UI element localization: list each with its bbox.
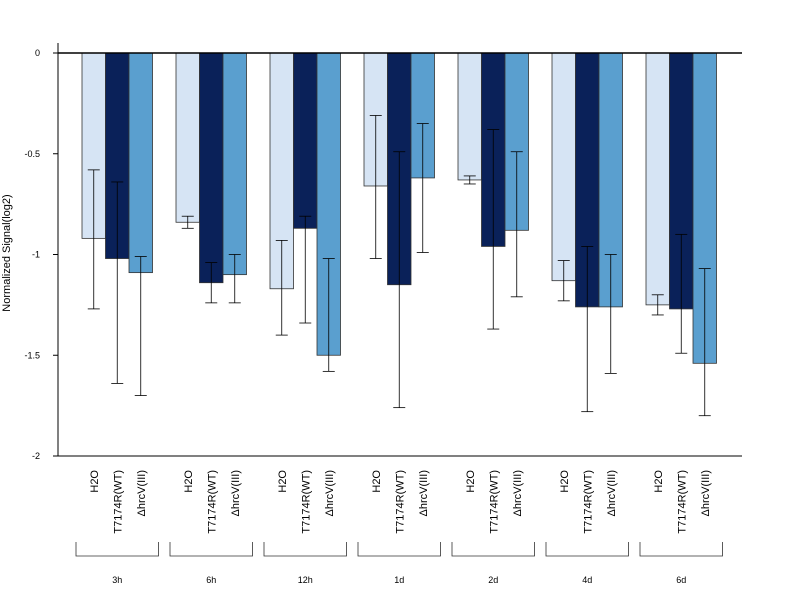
group-bracket <box>639 542 723 557</box>
y-axis-label: Normalized Signal(log2) <box>1 194 13 311</box>
group-bracket <box>451 542 535 557</box>
group-label: 12h <box>298 575 313 585</box>
bar-label: H2O <box>89 470 101 493</box>
bar-label: ΔhrcV(III) <box>512 470 524 516</box>
group-bracket <box>169 542 253 557</box>
bar <box>457 52 482 181</box>
x-axis: H2O T7174R(WT) ΔhrcV(III) 3h H2O T7174R(WT) Δh… <box>58 455 742 585</box>
bar-label: T7174R(WT) <box>676 470 688 534</box>
bar-label: H2O <box>559 470 571 493</box>
bar-label: H2O <box>371 470 383 493</box>
group-bracket <box>357 542 441 557</box>
bar <box>293 52 318 229</box>
error-bars-layer <box>87 115 711 417</box>
bar-label: H2O <box>183 470 195 493</box>
y-tick-label: -1 <box>32 250 40 260</box>
bar-label: T7174R(WT) <box>206 470 218 534</box>
bar <box>645 52 670 306</box>
group-label: 3h <box>112 575 122 585</box>
group-label: 1d <box>394 575 404 585</box>
bar <box>222 52 247 276</box>
bar-label: T7174R(WT) <box>112 470 124 534</box>
y-axis: 0 -0.5 -1 -1.5 -2 <box>24 43 59 461</box>
bar-label: H2O <box>465 470 477 493</box>
group-bracket <box>545 542 629 557</box>
bar-label: ΔhrcV(III) <box>324 470 336 516</box>
bar-label: T7174R(WT) <box>488 470 500 534</box>
bar-label: ΔhrcV(III) <box>606 470 618 516</box>
group-bracket <box>263 542 347 557</box>
bar-label: H2O <box>653 470 665 493</box>
bar <box>175 52 200 223</box>
group-label: 6h <box>206 575 216 585</box>
bar-label: ΔhrcV(III) <box>700 470 712 516</box>
bar-label: T7174R(WT) <box>582 470 594 534</box>
group-label: 4d <box>582 575 592 585</box>
y-tick-label: -2 <box>32 451 40 461</box>
y-tick-label: -0.5 <box>24 149 40 159</box>
y-tick-label: -1.5 <box>24 350 40 360</box>
bar-label: ΔhrcV(III) <box>230 470 242 516</box>
group-bracket <box>75 542 159 557</box>
bar <box>551 52 576 282</box>
bar-label: H2O <box>277 470 289 493</box>
bar <box>199 52 224 284</box>
bar-label: ΔhrcV(III) <box>136 470 148 516</box>
bar-label: T7174R(WT) <box>300 470 312 534</box>
bar-label: ΔhrcV(III) <box>418 470 430 516</box>
group-label: 6d <box>676 575 686 585</box>
bar-label: T7174R(WT) <box>394 470 406 534</box>
y-tick-label: 0 <box>35 48 40 58</box>
group-label: 2d <box>488 575 498 585</box>
bar <box>128 52 153 274</box>
